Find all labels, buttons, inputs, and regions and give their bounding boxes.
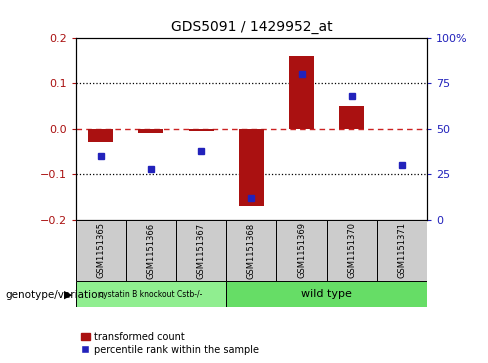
Text: genotype/variation: genotype/variation [5, 290, 104, 300]
Bar [289, 56, 314, 129]
Text: GSM1151371: GSM1151371 [397, 223, 407, 278]
Text: wild type: wild type [301, 289, 352, 299]
Bar [126, 220, 176, 281]
Bar [176, 220, 226, 281]
Title: GDS5091 / 1429952_at: GDS5091 / 1429952_at [170, 20, 332, 34]
Text: GSM1151370: GSM1151370 [347, 223, 356, 278]
Bar [276, 220, 326, 281]
Bar [76, 281, 226, 307]
Bar [76, 220, 126, 281]
Text: GSM1151366: GSM1151366 [146, 223, 156, 278]
Text: GSM1151368: GSM1151368 [247, 223, 256, 278]
Bar [339, 106, 364, 129]
Bar [188, 129, 214, 131]
Legend: transformed count, percentile rank within the sample: transformed count, percentile rank withi… [81, 331, 259, 355]
Bar [226, 220, 276, 281]
Text: GSM1151369: GSM1151369 [297, 223, 306, 278]
Bar [88, 129, 113, 143]
Text: GSM1151367: GSM1151367 [197, 223, 205, 278]
Bar [139, 129, 163, 133]
Bar [377, 220, 427, 281]
Text: ▶: ▶ [64, 290, 72, 300]
Bar [326, 220, 377, 281]
Bar [239, 129, 264, 206]
Text: cystatin B knockout Cstb-/-: cystatin B knockout Cstb-/- [99, 290, 203, 298]
Text: GSM1151365: GSM1151365 [96, 223, 105, 278]
Bar [226, 281, 427, 307]
